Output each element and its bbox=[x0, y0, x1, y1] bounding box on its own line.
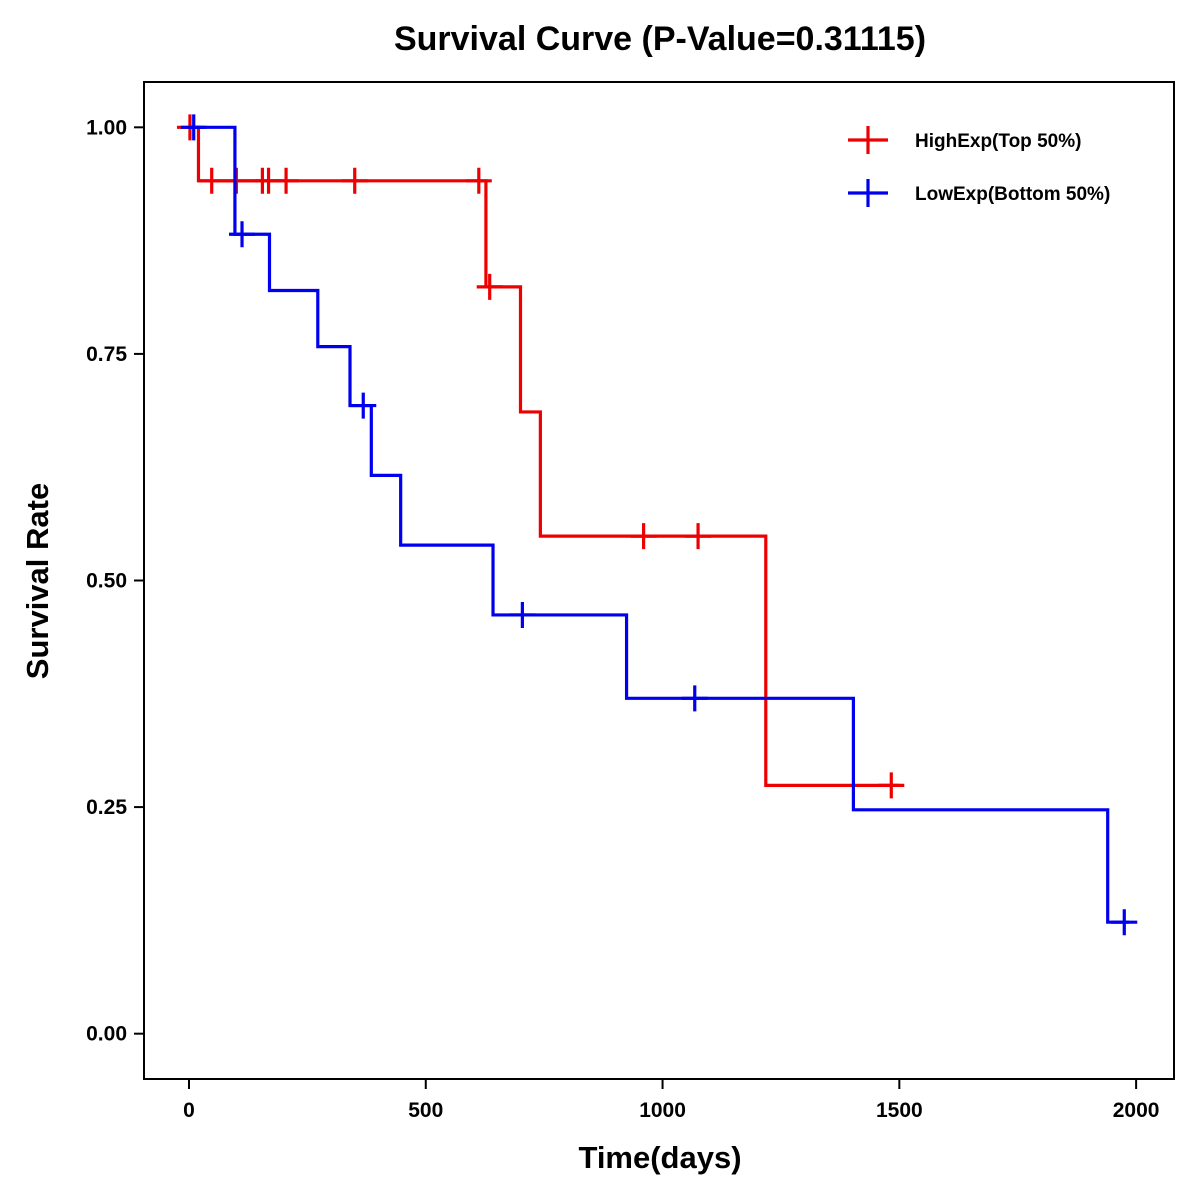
survival-step-line bbox=[188, 125, 1130, 924]
censor-mark bbox=[476, 273, 503, 300]
censor-mark bbox=[685, 523, 712, 550]
y-tick-label: 0.50 bbox=[86, 570, 127, 593]
censor-mark bbox=[180, 114, 207, 141]
survival-curves bbox=[176, 114, 1138, 936]
x-axis: 0 500 1000 1500 2000 bbox=[183, 1079, 1159, 1122]
censor-mark bbox=[681, 685, 708, 712]
legend-item: LowExp(Bottom 50%) bbox=[848, 179, 1110, 207]
x-tick-label: 1000 bbox=[639, 1099, 686, 1122]
legend-label: LowExp(Bottom 50%) bbox=[915, 184, 1110, 205]
censor-mark bbox=[509, 601, 536, 628]
censor-mark bbox=[198, 167, 225, 194]
censor-mark bbox=[465, 167, 492, 194]
x-tick-label: 2000 bbox=[1113, 1099, 1160, 1122]
survival-step-line bbox=[188, 125, 900, 787]
legend-key bbox=[848, 179, 888, 207]
censor-mark bbox=[630, 523, 657, 550]
censor-mark bbox=[1111, 909, 1138, 936]
y-tick-label: 0.25 bbox=[86, 796, 127, 819]
series-low-exp bbox=[180, 114, 1138, 936]
censor-mark bbox=[273, 167, 300, 194]
y-axis: 0.00 0.25 0.50 0.75 1.00 bbox=[86, 116, 144, 1046]
y-tick-label: 0.75 bbox=[86, 343, 127, 366]
censor-mark bbox=[229, 221, 256, 248]
y-axis-title: Survival Rate bbox=[20, 483, 55, 679]
x-axis-title: Time(days) bbox=[578, 1140, 741, 1175]
censor-mark bbox=[341, 167, 368, 194]
chart-title: Survival Curve (P-Value=0.31115) bbox=[394, 20, 926, 58]
censor-mark bbox=[878, 772, 905, 799]
y-tick-label: 1.00 bbox=[86, 116, 127, 139]
x-tick-label: 0 bbox=[183, 1099, 195, 1122]
legend: HighExp(Top 50%) LowExp(Bottom 50%) bbox=[848, 126, 1110, 207]
x-tick-label: 1500 bbox=[876, 1099, 923, 1122]
y-tick-label: 0.00 bbox=[86, 1023, 127, 1046]
series-high-exp bbox=[176, 114, 905, 799]
censor-mark bbox=[350, 392, 377, 419]
x-tick-label: 500 bbox=[408, 1099, 443, 1122]
plot-frame bbox=[143, 81, 1175, 1080]
legend-item: HighExp(Top 50%) bbox=[848, 126, 1081, 154]
legend-label: HighExp(Top 50%) bbox=[915, 131, 1081, 152]
legend-key bbox=[848, 126, 888, 154]
